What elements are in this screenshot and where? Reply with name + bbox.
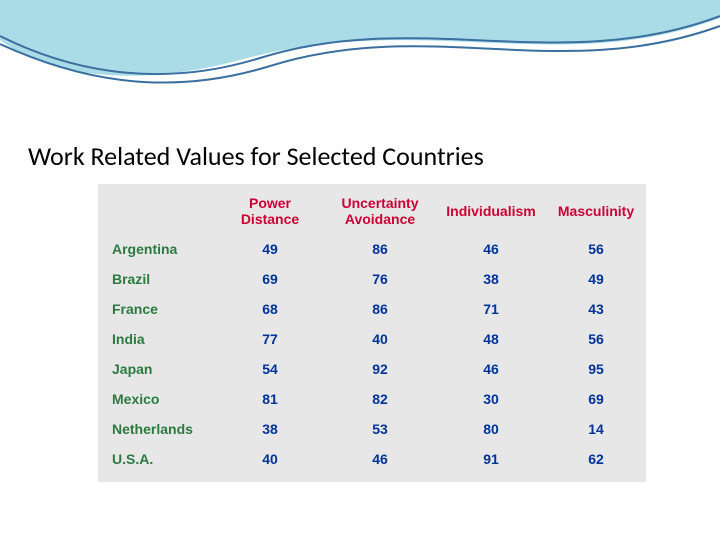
value-cell: 30 <box>436 384 546 414</box>
swoosh-band <box>0 0 720 76</box>
value-cell: 86 <box>324 234 436 264</box>
country-cell: U.S.A. <box>98 444 216 474</box>
table-row: U.S.A. 40 46 91 62 <box>98 444 646 474</box>
values-table-container: PowerDistance UncertaintyAvoidance Indiv… <box>98 184 646 482</box>
value-cell: 48 <box>436 324 546 354</box>
value-cell: 40 <box>324 324 436 354</box>
table-row: Netherlands 38 53 80 14 <box>98 414 646 444</box>
col-header-individualism: Individualism <box>436 188 546 234</box>
values-table: PowerDistance UncertaintyAvoidance Indiv… <box>98 188 646 474</box>
value-cell: 69 <box>546 384 646 414</box>
col-header-power-distance: PowerDistance <box>216 188 324 234</box>
country-cell: Brazil <box>98 264 216 294</box>
country-cell: Argentina <box>98 234 216 264</box>
value-cell: 46 <box>436 234 546 264</box>
value-cell: 77 <box>216 324 324 354</box>
table-row: Brazil 69 76 38 49 <box>98 264 646 294</box>
value-cell: 54 <box>216 354 324 384</box>
country-cell: India <box>98 324 216 354</box>
value-cell: 49 <box>216 234 324 264</box>
value-cell: 82 <box>324 384 436 414</box>
table-row: France 68 86 71 43 <box>98 294 646 324</box>
table-row: India 77 40 48 56 <box>98 324 646 354</box>
col-header-empty <box>98 188 216 234</box>
country-cell: France <box>98 294 216 324</box>
value-cell: 40 <box>216 444 324 474</box>
value-cell: 46 <box>324 444 436 474</box>
value-cell: 80 <box>436 414 546 444</box>
value-cell: 46 <box>436 354 546 384</box>
value-cell: 38 <box>216 414 324 444</box>
table-row: Japan 54 92 46 95 <box>98 354 646 384</box>
value-cell: 81 <box>216 384 324 414</box>
col-header-uncertainty-avoidance: UncertaintyAvoidance <box>324 188 436 234</box>
value-cell: 53 <box>324 414 436 444</box>
value-cell: 38 <box>436 264 546 294</box>
value-cell: 95 <box>546 354 646 384</box>
table-row: Mexico 81 82 30 69 <box>98 384 646 414</box>
value-cell: 56 <box>546 324 646 354</box>
table-header-row: PowerDistance UncertaintyAvoidance Indiv… <box>98 188 646 234</box>
value-cell: 92 <box>324 354 436 384</box>
value-cell: 49 <box>546 264 646 294</box>
value-cell: 56 <box>546 234 646 264</box>
value-cell: 69 <box>216 264 324 294</box>
page-title: Work Related Values for Selected Countri… <box>28 140 484 172</box>
decorative-swoosh <box>0 0 720 110</box>
value-cell: 91 <box>436 444 546 474</box>
value-cell: 71 <box>436 294 546 324</box>
country-cell: Netherlands <box>98 414 216 444</box>
value-cell: 43 <box>546 294 646 324</box>
table-row: Argentina 49 86 46 56 <box>98 234 646 264</box>
value-cell: 62 <box>546 444 646 474</box>
col-header-masculinity: Masculinity <box>546 188 646 234</box>
value-cell: 86 <box>324 294 436 324</box>
value-cell: 76 <box>324 264 436 294</box>
country-cell: Mexico <box>98 384 216 414</box>
value-cell: 14 <box>546 414 646 444</box>
table-body: Argentina 49 86 46 56 Brazil 69 76 38 49… <box>98 234 646 474</box>
country-cell: Japan <box>98 354 216 384</box>
value-cell: 68 <box>216 294 324 324</box>
